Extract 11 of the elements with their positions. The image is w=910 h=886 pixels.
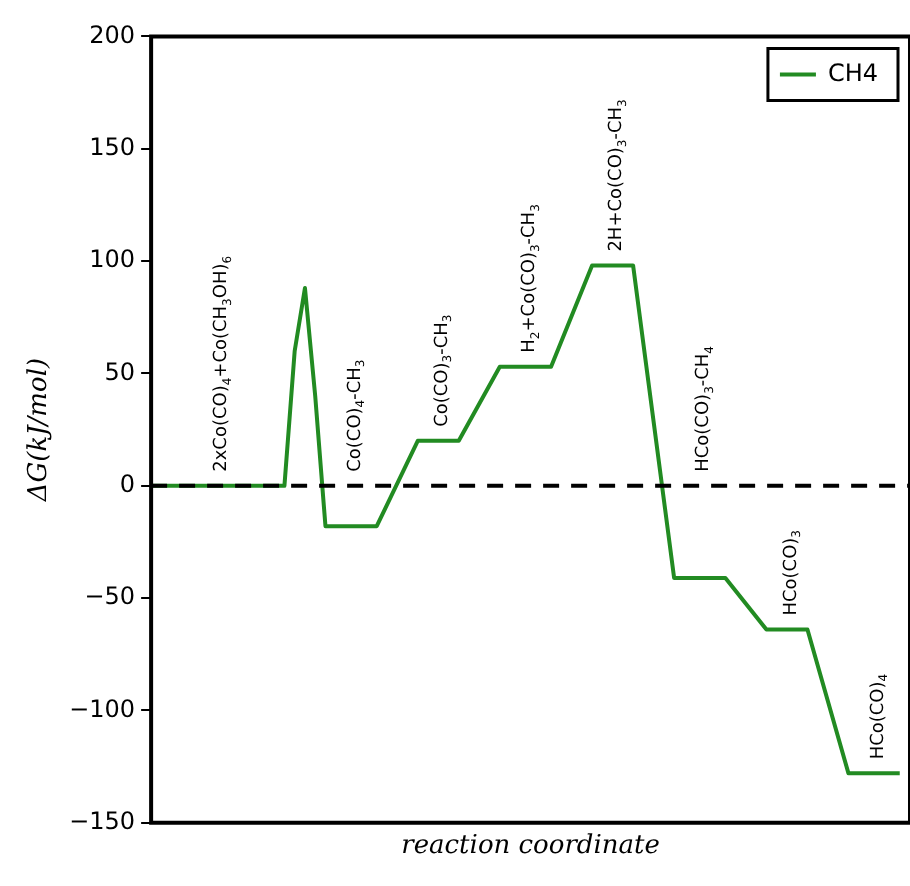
y-tick-label: −100 — [69, 694, 136, 723]
y-axis-title: ΔG(kJ/mol) — [24, 357, 55, 504]
x-axis-title: reaction coordinate — [401, 831, 661, 862]
y-tick-label: 50 — [104, 357, 136, 386]
legend-label: CH4 — [827, 58, 879, 87]
y-tick-label: 0 — [119, 470, 136, 499]
y-tick-label: 150 — [89, 132, 136, 161]
y-tick-label: 100 — [89, 245, 136, 274]
y-tick-label: −150 — [69, 807, 136, 836]
y-tick-label: 200 — [89, 20, 136, 49]
y-tick-label: −50 — [84, 582, 136, 611]
